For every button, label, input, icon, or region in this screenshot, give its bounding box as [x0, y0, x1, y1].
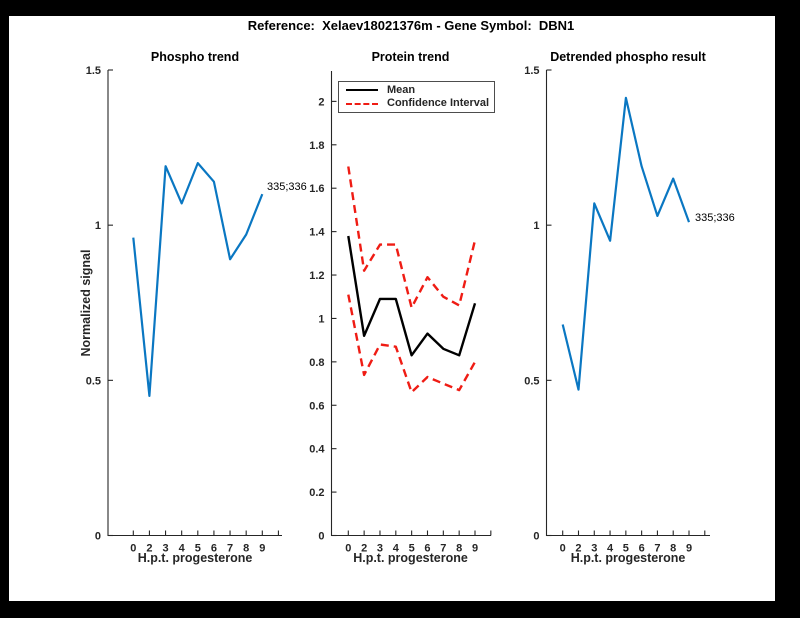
confidence-lower-line — [347, 294, 477, 394]
y-tick-label: 2 — [318, 96, 324, 108]
y-tick-label: 0.5 — [86, 375, 101, 387]
x-tick-label: 6 — [211, 543, 217, 555]
x-tick-label: 0 — [560, 543, 566, 555]
mean-line-sample — [346, 89, 378, 92]
x-tick-label: 6 — [424, 543, 430, 555]
endpoint-label-detrended: 335;336 — [695, 212, 735, 224]
x-tick-label: 4 — [393, 543, 400, 555]
x-tick-label: 9 — [472, 543, 478, 555]
endpoint-label-phospho: 335;336 — [267, 181, 307, 193]
phospho-trend-title: Phospho trend — [150, 50, 240, 64]
y-tick-label: 1.5 — [86, 65, 101, 77]
x-tick-label: 4 — [179, 543, 186, 555]
x-tick-label: 4 — [607, 543, 614, 555]
y-tick-label: 1 — [318, 313, 324, 325]
x-axis-label-2: H.p.t. progesterone — [353, 551, 468, 565]
x-tick-label: 9 — [686, 543, 692, 555]
protein-trend-title: Protein trend — [371, 50, 450, 64]
x-tick-label: 3 — [591, 543, 597, 555]
x-tick-label: 9 — [259, 543, 265, 555]
x-tick-label: 8 — [243, 543, 249, 555]
x-tick-label: 5 — [195, 543, 201, 555]
phospho-335-336-line — [132, 162, 264, 397]
x-tick-label: 6 — [639, 543, 645, 555]
x-tick-label: 2 — [146, 543, 152, 555]
x-tick-label: 7 — [227, 543, 233, 555]
y-tick-label: 0 — [95, 531, 101, 543]
x-tick-label: 8 — [670, 543, 676, 555]
y-tick-label: 1.5 — [524, 65, 539, 77]
protein-trend-plot: 0 2 3 4 5 6 7 8 900.20.40.60.811.21.41.61.82 — [309, 71, 492, 555]
detrended-335-336-line — [561, 96, 691, 391]
detrended-phospho-result-plot: 0 2 3 4 5 6 7 8 900.511.5 — [524, 65, 710, 555]
detrended-phospho-title: Detrended phospho result — [550, 50, 706, 64]
y-tick-label: 1 — [533, 220, 539, 232]
legend-box: Mean Confidence Interval — [338, 81, 495, 113]
x-tick-label: 5 — [623, 543, 629, 555]
y-tick-label: 1.8 — [309, 140, 324, 152]
ci-line-sample — [346, 102, 378, 105]
x-axis-label-1: H.p.t. progesterone — [137, 551, 253, 565]
y-tick-label: 1.6 — [309, 183, 324, 195]
x-tick-label: 7 — [654, 543, 660, 555]
legend-entry-mean: Mean — [339, 83, 494, 96]
y-tick-label: 0.5 — [524, 375, 539, 387]
x-tick-label: 0 — [130, 543, 136, 555]
legend-entry-ci: Confidence Interval — [339, 98, 494, 109]
figure-canvas — [9, 16, 775, 601]
x-tick-label: 8 — [456, 543, 462, 555]
phospho-trend-plot: 0 2 3 4 5 6 7 8 900.511.5 — [86, 65, 282, 555]
x-tick-label: 7 — [440, 543, 446, 555]
x-tick-label: 3 — [162, 543, 168, 555]
mean-line — [347, 235, 477, 357]
y-tick-label: 0.4 — [309, 444, 325, 456]
legend-label-mean: Mean — [387, 83, 416, 96]
x-axis-label-3: H.p.t. progesterone — [570, 551, 686, 565]
x-tick-label: 2 — [361, 543, 367, 555]
y-tick-label: 0.8 — [309, 357, 324, 369]
x-tick-label: 2 — [575, 543, 581, 555]
x-tick-label: 0 — [345, 543, 351, 555]
y-tick-label: 0 — [533, 531, 539, 543]
y-tick-label: 0 — [318, 531, 324, 543]
y-tick-label: 1.4 — [309, 227, 325, 239]
y-tick-label: 1.2 — [309, 270, 324, 282]
x-tick-label: 5 — [409, 543, 415, 555]
y-axis-label: Normalized signal — [79, 249, 93, 357]
y-tick-label: 0.6 — [309, 400, 324, 412]
legend-label-ci: Confidence Interval — [387, 97, 490, 110]
y-tick-label: 1 — [95, 220, 101, 232]
y-tick-label: 0.2 — [309, 487, 324, 499]
x-tick-label: 3 — [377, 543, 383, 555]
figure-title: Reference: Xelaev18021376m - Gene Symbol… — [247, 18, 575, 33]
confidence-upper-line — [347, 166, 477, 309]
